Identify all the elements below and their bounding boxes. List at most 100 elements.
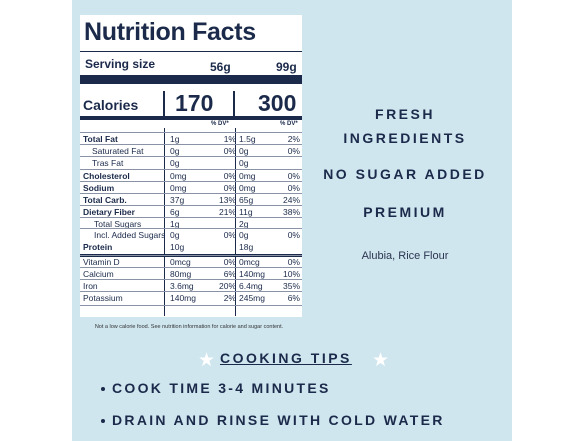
- nutrient-row: Cholesterol 0mg 0% 0mg 0%: [80, 171, 302, 183]
- label-footnote: Not a low calorie food. See nutrition in…: [94, 324, 284, 330]
- nutrition-facts-title: Nutrition Facts: [84, 18, 256, 46]
- amount-a: 0mcg: [170, 257, 191, 267]
- nutrition-facts-label: Nutrition Facts Serving size 56g 99g Cal…: [80, 15, 302, 317]
- amount-b: 1.5g: [239, 134, 256, 144]
- nutrient-row: Vitamin D 0mcg 0% 0mcg 0%: [80, 257, 302, 269]
- amount-a: 0g: [170, 158, 180, 168]
- amount-a: 140mg: [170, 293, 196, 303]
- amount-b: 18g: [239, 242, 254, 252]
- amount-b: 140mg: [239, 269, 265, 279]
- dv-a: 20%: [218, 281, 236, 291]
- bullet-icon: [101, 387, 105, 391]
- dv-b: 0%: [287, 230, 300, 240]
- serving-size-label: Serving size: [85, 57, 156, 71]
- nutrient-name: Cholesterol: [83, 171, 130, 181]
- nutrient-row: Calcium 80mg 6% 140mg 10%: [80, 269, 302, 281]
- row-divider: [80, 279, 302, 280]
- star-icon: ★: [372, 350, 390, 371]
- dv-b: 10%: [282, 269, 300, 279]
- nutrient-row: Sodium 0mg 0% 0mg 0%: [80, 183, 302, 195]
- nutrient-row: Dietary Fiber 6g 21% 11g 38%: [80, 207, 302, 219]
- dv-a: 2%: [223, 293, 236, 303]
- row-divider: [80, 132, 302, 133]
- dv-b: 24%: [282, 195, 300, 205]
- nutrient-name: Vitamin D: [83, 257, 120, 267]
- row-divider: [80, 181, 302, 182]
- dv-a: 0%: [223, 171, 236, 181]
- dv-b: 0%: [287, 257, 300, 267]
- dv-b: 38%: [282, 207, 300, 217]
- amount-b: 0mcg: [239, 257, 260, 267]
- amount-a: 1g: [170, 219, 180, 229]
- dv-a: 0%: [223, 183, 236, 193]
- dv-a: 13%: [218, 195, 236, 205]
- nutrient-name: Protein: [83, 242, 113, 252]
- amount-a: 80mg: [170, 269, 192, 279]
- dv-a: 21%: [218, 207, 236, 217]
- dv-header-b: % DV*: [280, 121, 298, 127]
- amount-b: 0g: [239, 158, 249, 168]
- nutrient-name: Saturated Fat: [92, 146, 144, 156]
- dv-b: 6%: [287, 293, 300, 303]
- nutrient-name: Potassium: [83, 293, 123, 303]
- row-divider: [80, 205, 302, 206]
- nutrient-row: Saturated Fat 0g 0% 0g 0%: [80, 146, 302, 158]
- cooking-tip-1: COOK TIME 3-4 MINUTES: [112, 380, 331, 396]
- ingredients-text: Alubia, Rice Flour: [361, 250, 449, 262]
- amount-a: 0mg: [170, 171, 187, 181]
- cooking-tips-heading: ★ COOKING TIPS ★: [198, 347, 394, 371]
- serving-size-a: 56g: [210, 60, 231, 74]
- amount-a: 0g: [170, 146, 180, 156]
- amount-b: 245mg: [239, 293, 265, 303]
- nutrient-name: Incl. Added Sugars: [94, 230, 166, 240]
- cooking-tips-title: COOKING TIPS: [220, 350, 352, 366]
- amount-a: 0g: [170, 230, 180, 240]
- amount-a: 10g: [170, 242, 185, 252]
- row-divider: [80, 193, 302, 194]
- claim-premium: PREMIUM: [363, 204, 447, 220]
- nutrient-row: Total Sugars 1g 2g: [80, 219, 302, 231]
- amount-b: 11g: [239, 207, 253, 217]
- nutrient-row: Total Fat 1g 1% 1.5g 2%: [80, 134, 302, 146]
- nutrient-name: Iron: [83, 281, 98, 291]
- amount-b: 6.4mg: [239, 281, 263, 291]
- claim-fresh: FRESH: [375, 106, 435, 122]
- calories-value-a: 170: [175, 90, 214, 116]
- nutrient-name: Total Carb.: [83, 195, 127, 205]
- dv-a: 6%: [223, 269, 236, 279]
- dv-a: 0%: [223, 146, 236, 156]
- amount-b: 0g: [239, 146, 249, 156]
- dv-a: 1%: [223, 134, 236, 144]
- row-divider: [80, 255, 302, 256]
- amount-b: 2g: [239, 219, 249, 229]
- column-separator: [235, 128, 236, 316]
- nutrient-name: Calcium: [83, 269, 114, 279]
- cooking-tip-2: DRAIN AND RINSE WITH COLD WATER: [112, 412, 445, 428]
- claim-no-sugar-added: NO SUGAR ADDED: [323, 166, 487, 182]
- nutrient-name: Dietary Fiber: [83, 207, 135, 217]
- amount-b: 0mg: [239, 183, 256, 193]
- medium-divider: [80, 116, 302, 120]
- thick-divider: [80, 75, 302, 84]
- column-separator: [164, 128, 165, 316]
- dv-b: 0%: [287, 146, 300, 156]
- calories-value-b: 300: [258, 90, 297, 116]
- calories-label: Calories: [83, 97, 139, 113]
- column-separator: [163, 91, 165, 117]
- amount-a: 1g: [170, 134, 180, 144]
- amount-a: 6g: [170, 207, 180, 217]
- dv-b: 2%: [287, 134, 300, 144]
- bullet-icon: [101, 419, 105, 423]
- nutrient-row: Potassium 140mg 2% 245mg 6%: [80, 293, 302, 305]
- nutrient-row: Tras Fat 0g 0g: [80, 158, 302, 170]
- row-divider: [80, 144, 302, 145]
- nutrient-row: Iron 3.6mg 20% 6.4mg 35%: [80, 281, 302, 293]
- nutrient-name: Tras Fat: [92, 158, 124, 168]
- amount-a: 37g: [170, 195, 185, 205]
- dv-b: 35%: [282, 281, 300, 291]
- row-divider: [80, 156, 302, 157]
- column-separator: [233, 91, 235, 117]
- row-divider: [80, 267, 302, 268]
- amount-b: 65g: [239, 195, 254, 205]
